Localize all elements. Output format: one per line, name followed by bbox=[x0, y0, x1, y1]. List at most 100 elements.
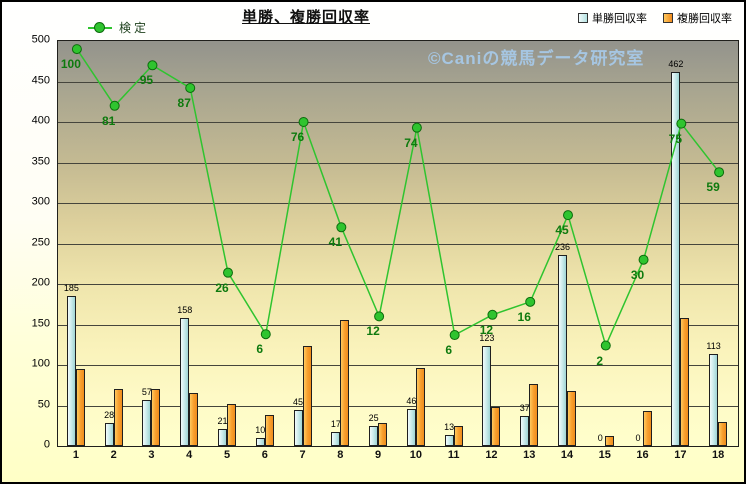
place-rate-bar bbox=[491, 407, 501, 446]
legend-item-tansho: 単勝回収率 bbox=[578, 10, 647, 26]
place-rate-bar bbox=[378, 423, 388, 446]
y-axis-label: 250 bbox=[31, 236, 50, 248]
kentei-point bbox=[525, 296, 536, 307]
kentei-point bbox=[109, 100, 120, 111]
win-rate-bar bbox=[66, 296, 76, 446]
bar-value-label: 462 bbox=[668, 58, 684, 69]
bar-value-label: 37 bbox=[519, 403, 530, 414]
kentei-line bbox=[71, 44, 725, 351]
bar-value-label: 185 bbox=[63, 283, 79, 294]
win-rate-bar bbox=[444, 435, 454, 446]
place-rate-bar bbox=[567, 390, 576, 446]
x-axis-label: 11 bbox=[447, 449, 460, 461]
kentei-point bbox=[638, 254, 649, 265]
win-rate-bar bbox=[104, 423, 114, 446]
place-rate-bar bbox=[227, 403, 236, 446]
kentei-point bbox=[411, 122, 422, 133]
y-axis-label: 200 bbox=[31, 276, 50, 289]
gridline bbox=[58, 203, 738, 204]
y-axis-label: 150 bbox=[31, 317, 50, 329]
bar-value-label: 113 bbox=[706, 341, 721, 352]
gridline bbox=[58, 243, 738, 245]
bar-value-label: 123 bbox=[479, 333, 495, 344]
x-axis-label: 15 bbox=[598, 449, 611, 461]
bar-value-label: 45 bbox=[293, 396, 304, 407]
bar-value-label: 46 bbox=[406, 395, 417, 406]
place-rate-bar bbox=[189, 393, 199, 446]
win-rate-bar bbox=[142, 399, 152, 446]
kentei-point bbox=[374, 311, 385, 322]
place-rate-bar bbox=[604, 436, 614, 446]
y-axis-label: 500 bbox=[31, 33, 50, 46]
place-rate-bar bbox=[718, 421, 728, 446]
x-axis-label: 5 bbox=[223, 449, 231, 461]
kentei-value-label: 100 bbox=[60, 57, 81, 72]
gridline bbox=[58, 324, 738, 326]
kentei-point bbox=[676, 118, 687, 129]
kentei-value-label: 6 bbox=[256, 342, 264, 357]
chart-title: 単勝、複勝回収率 bbox=[241, 9, 370, 26]
kentei-value-label: 2 bbox=[596, 353, 604, 368]
x-axis-label: 12 bbox=[485, 449, 498, 461]
gridline bbox=[58, 162, 738, 164]
kentei-value-label: 81 bbox=[101, 113, 116, 128]
win-rate-bar bbox=[218, 429, 227, 446]
legend-item-fukusho: 複勝回収率 bbox=[663, 10, 732, 26]
win-rate-bar bbox=[369, 425, 379, 446]
y-axis-label: 0 bbox=[43, 438, 50, 451]
y-axis-label: 300 bbox=[31, 195, 50, 208]
win-rate-bar bbox=[520, 416, 530, 446]
place-rate-bar bbox=[113, 389, 123, 446]
x-axis-label: 8 bbox=[337, 449, 344, 461]
place-rate-bar bbox=[340, 320, 350, 446]
kentei-point bbox=[487, 309, 498, 320]
plot-area: 185 28 57 158 21 10 45 17 25 46 13 123 37 236 0 0 462 113… bbox=[57, 40, 739, 447]
bar-value-label: 21 bbox=[217, 416, 228, 426]
bar-value-label: 57 bbox=[141, 386, 152, 397]
gridline bbox=[58, 365, 738, 366]
bar-value-label: 0 bbox=[597, 433, 603, 443]
place-rate-bar bbox=[75, 369, 85, 446]
kentei-point bbox=[336, 222, 347, 233]
gridline bbox=[58, 122, 738, 123]
kentei-value-label: 76 bbox=[290, 130, 305, 144]
kentei-value-label: 41 bbox=[328, 235, 343, 250]
kentei-value-label: 30 bbox=[630, 267, 645, 282]
bar-value-label: 236 bbox=[554, 241, 571, 252]
gridline bbox=[58, 81, 738, 83]
gridline bbox=[58, 284, 738, 285]
kentei-point bbox=[714, 167, 725, 178]
kentei-value-label: 75 bbox=[668, 131, 683, 146]
win-rate-bar bbox=[482, 346, 492, 446]
kentei-point bbox=[563, 210, 573, 221]
kentei-value-label: 12 bbox=[366, 324, 380, 339]
y-axis-label: 350 bbox=[31, 155, 50, 167]
kentei-point bbox=[600, 340, 611, 351]
x-axis-label: 1 bbox=[72, 449, 79, 461]
kentei-value-label: 45 bbox=[555, 223, 569, 238]
place-rate-bar bbox=[264, 415, 274, 446]
kentei-legend-label: 検定 bbox=[119, 21, 150, 35]
x-axis-label: 9 bbox=[375, 449, 382, 461]
place-rate-bar bbox=[415, 368, 425, 446]
win-rate-bar bbox=[255, 437, 265, 446]
win-rate-bar bbox=[293, 409, 303, 446]
x-axis-label: 2 bbox=[110, 449, 117, 461]
y-axis-label: 100 bbox=[31, 357, 50, 370]
win-rate-bar bbox=[180, 318, 190, 446]
y-axis-label: 450 bbox=[31, 74, 50, 86]
place-rate-bar bbox=[151, 389, 161, 446]
y-axis-label: 50 bbox=[37, 398, 50, 410]
x-axis-label: 17 bbox=[674, 449, 687, 461]
bar-value-label: 17 bbox=[330, 419, 341, 430]
kentei-value-label: 26 bbox=[215, 280, 229, 295]
kentei-point bbox=[147, 60, 158, 71]
legend-series: 単勝回収率 複勝回収率 bbox=[578, 10, 732, 26]
win-rate-bar bbox=[709, 354, 719, 446]
bar-value-label: 0 bbox=[635, 433, 641, 443]
x-axis-label: 7 bbox=[299, 449, 306, 461]
kentei-value-label: 59 bbox=[706, 180, 720, 195]
tansho-legend-label: 単勝回収率 bbox=[592, 13, 647, 25]
x-axis-label: 4 bbox=[186, 449, 193, 461]
